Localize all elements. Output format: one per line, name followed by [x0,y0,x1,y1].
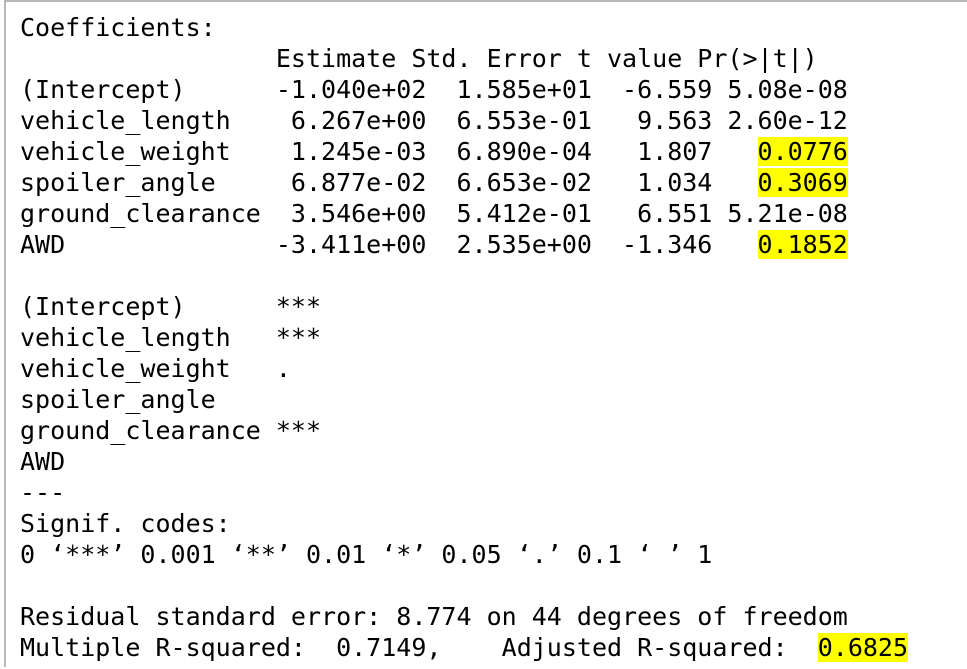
console-line: vehicle_length *** [20,322,908,353]
console-line: (Intercept) -1.040e+02 1.585e+01 -6.559 … [20,74,908,105]
console-line: ground_clearance *** [20,415,908,446]
console-text: spoiler_angle [20,385,216,414]
console-text: spoiler_angle 6.877e-02 6.653e-02 1.034 [20,168,758,197]
console-line: spoiler_angle [20,384,908,415]
highlighted-value: 0.1852 [757,230,848,259]
console-line: AWD -3.411e+00 2.535e+00 -1.346 0.1852 [20,229,908,260]
console-text: Residual standard error: 8.774 on 44 deg… [20,602,848,631]
console-line: vehicle_weight . [20,353,908,384]
console-text: Coefficients: [20,13,216,42]
console-line: vehicle_length 6.267e+00 6.553e-01 9.563… [20,105,908,136]
console-text: 0 ‘***’ 0.001 ‘**’ 0.01 ‘*’ 0.05 ‘.’ 0.1… [20,540,713,569]
console-text: Estimate Std. Error t value Pr(>|t|) [20,44,818,73]
console-text: vehicle_weight . [20,354,291,383]
r-console-output: Coefficients: Estimate Std. Error t valu… [4,0,967,667]
console-line: Residual standard error: 8.774 on 44 deg… [20,601,908,632]
console-text: (Intercept) -1.040e+02 1.585e+01 -6.559 … [20,75,848,104]
console-line [20,570,908,601]
console-line: (Intercept) *** [20,291,908,322]
console-line: AWD [20,446,908,477]
console-line: --- [20,477,908,508]
console-text: --- [20,478,66,507]
console-text: ground_clearance *** [20,416,322,445]
highlighted-value: 0.6825 [817,633,909,662]
console-text: (Intercept) *** [20,292,322,321]
console-text: ground_clearance 3.546e+00 5.412e-01 6.5… [20,199,848,228]
console-text: Signif. codes: [20,509,231,538]
highlighted-value: 0.0776 [757,137,848,166]
console-text: Multiple R-squared: 0.7149, Adjusted R-s… [20,633,818,662]
console-text: AWD [20,447,66,476]
console-line [20,260,908,291]
console-line: Signif. codes: [20,508,908,539]
console-line: Multiple R-squared: 0.7149, Adjusted R-s… [20,632,909,663]
console-line: vehicle_weight 1.245e-03 6.890e-04 1.807… [20,136,908,167]
console-line: Estimate Std. Error t value Pr(>|t|) [20,43,908,74]
highlighted-value: 0.3069 [757,168,848,197]
regression-summary-text: Coefficients: Estimate Std. Error t valu… [20,12,909,663]
console-line: spoiler_angle 6.877e-02 6.653e-02 1.034 … [20,167,908,198]
console-line: Coefficients: [20,12,908,43]
console-text: vehicle_length 6.267e+00 6.553e-01 9.563… [20,106,848,135]
console-text: vehicle_length *** [20,323,322,352]
console-line: ground_clearance 3.546e+00 5.412e-01 6.5… [20,198,908,229]
console-text: AWD -3.411e+00 2.535e+00 -1.346 [20,230,758,259]
console-text: vehicle_weight 1.245e-03 6.890e-04 1.807 [20,137,758,166]
console-line: 0 ‘***’ 0.001 ‘**’ 0.01 ‘*’ 0.05 ‘.’ 0.1… [20,539,908,570]
